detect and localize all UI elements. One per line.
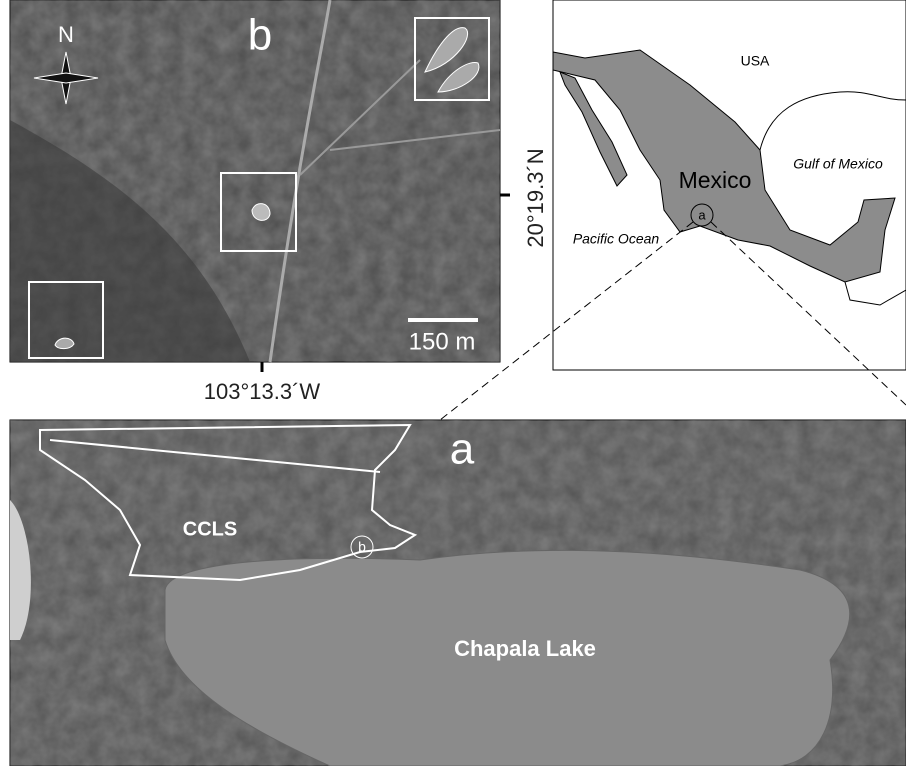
latitude-label: 20°19.3´N	[523, 148, 548, 247]
figure: N b 150 m 20°19.3´N 103°13.3´W USA Gulf …	[0, 0, 906, 766]
scale-label: 150 m	[409, 328, 476, 355]
inset-map: USA Gulf of Mexico Mexico a Pacific Ocea…	[553, 0, 906, 370]
plot	[252, 204, 270, 221]
panel-label: b	[248, 11, 272, 60]
ocean-label: Pacific Ocean	[573, 231, 660, 247]
area-label: CCLS	[183, 518, 237, 540]
gulf-label: Gulf of Mexico	[793, 156, 883, 172]
site-label: a	[698, 207, 706, 222]
longitude-label: 103°13.3´W	[204, 379, 321, 404]
lake-label: Chapala Lake	[454, 636, 596, 661]
north-label: N	[58, 22, 74, 47]
panel-b: N b 150 m 20°19.3´N 103°13.3´W	[10, 0, 548, 404]
site-label: b	[358, 539, 366, 555]
panel-a: a CCLS b Chapala Lake	[10, 420, 906, 766]
usa-label: USA	[741, 53, 770, 69]
panel-label: a	[450, 425, 475, 474]
country-label: Mexico	[679, 167, 752, 193]
page: N b 150 m 20°19.3´N 103°13.3´W USA Gulf …	[0, 0, 906, 766]
